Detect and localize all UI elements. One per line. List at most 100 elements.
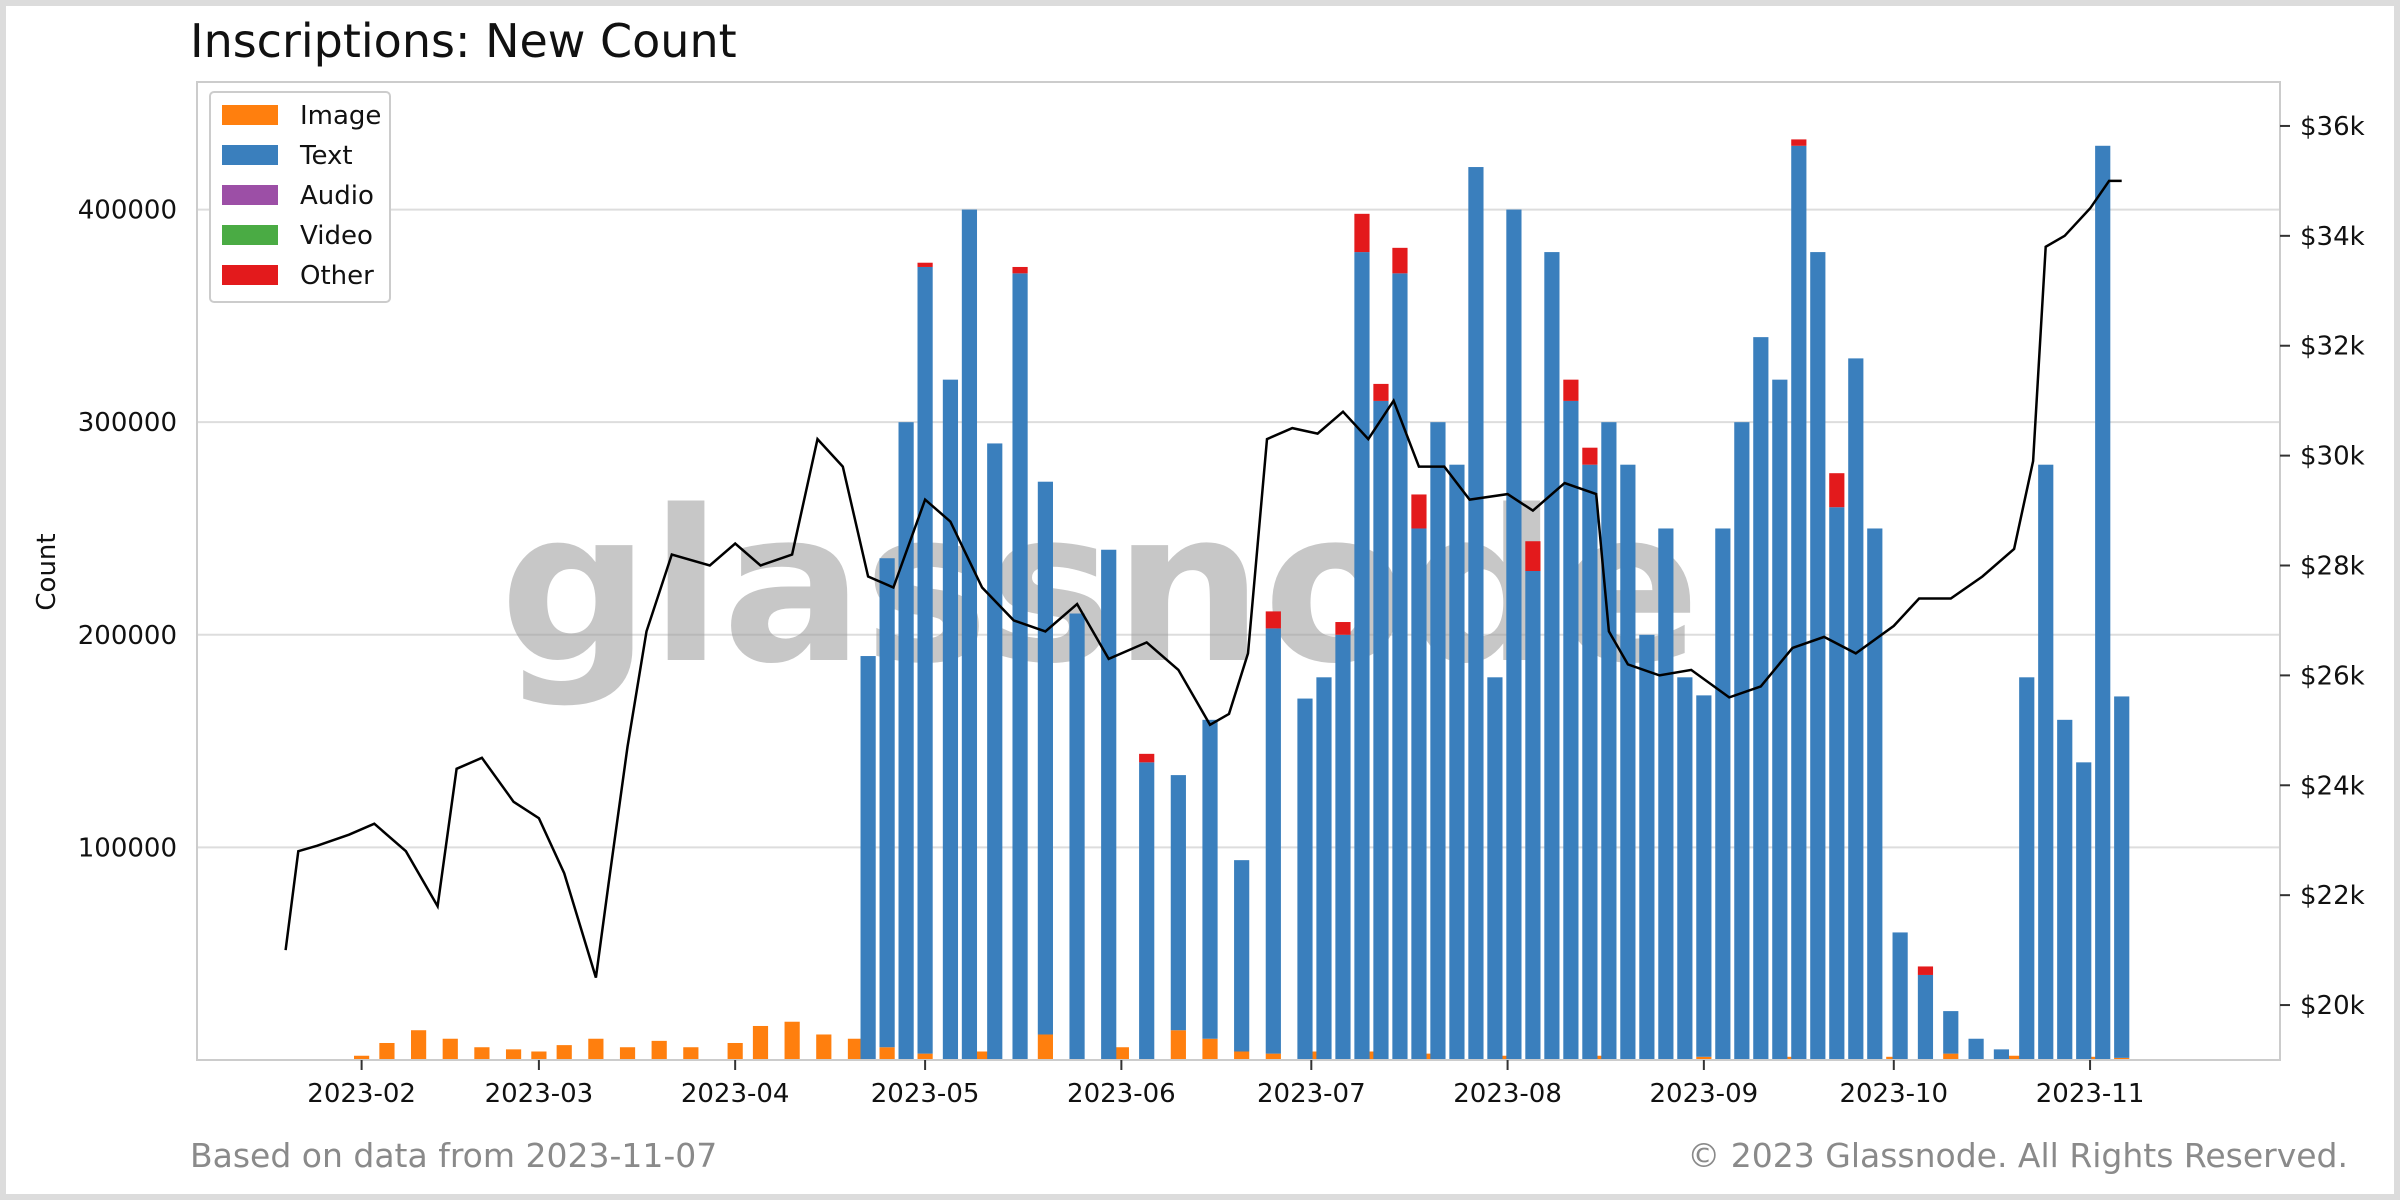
- bar-text: [1392, 273, 1408, 1060]
- bar-text: [1734, 422, 1750, 1060]
- bar-image: [2114, 1057, 2130, 1060]
- bar-text: [1791, 145, 1807, 1061]
- bar-text: [2076, 762, 2092, 1060]
- bar-other: [1139, 753, 1155, 763]
- legend-swatch-other: [222, 265, 278, 285]
- bar-other: [1392, 247, 1408, 274]
- footer-copyright: © 2023 Glassnode. All Rights Reserved.: [1687, 1136, 2348, 1175]
- y2-tick-label: $30k: [2300, 442, 2365, 472]
- y2-axis: $20k $22k $24k $26k $28k $30k $32k $34k $36k: [2280, 112, 2365, 1021]
- bar-text: [1810, 252, 1826, 1060]
- x-tick-label: 2023-11: [2036, 1079, 2145, 1109]
- bar-image: [974, 1051, 990, 1060]
- bar-text: [917, 266, 933, 1054]
- bar-text: [1202, 719, 1218, 1039]
- bar-image: [1234, 1051, 1250, 1060]
- bar-text: [1753, 337, 1769, 1060]
- bar-text: [2038, 464, 2054, 1060]
- bar-image: [1696, 1056, 1712, 1060]
- bar-text: [1234, 860, 1250, 1052]
- bar-text: [1012, 273, 1028, 1060]
- bar-image: [531, 1051, 547, 1060]
- legend-swatch-text: [222, 145, 278, 165]
- bar-image: [410, 1030, 427, 1060]
- bar-text: [1170, 775, 1186, 1031]
- y2-tick-label: $22k: [2300, 881, 2365, 911]
- y2-tick-label: $32k: [2300, 332, 2365, 362]
- bar-text: [1411, 528, 1427, 1060]
- bar-text: [1373, 400, 1389, 1060]
- watermark: glassnode: [500, 465, 1701, 710]
- bar-image: [917, 1053, 933, 1060]
- bar-text: [1468, 167, 1484, 1061]
- bar-text: [1335, 634, 1351, 1060]
- x-tick-label: 2023-07: [1257, 1079, 1366, 1109]
- bar-text: [1715, 528, 1731, 1060]
- bar-text: [879, 558, 895, 1048]
- legend: Image Text Audio Video Other: [209, 91, 391, 303]
- bar-image: [474, 1047, 490, 1060]
- bar-image: [727, 1042, 743, 1060]
- bar-text: [1544, 252, 1560, 1060]
- bar-text: [1620, 464, 1636, 1060]
- bar-text: [1772, 379, 1788, 1060]
- y-tick-label: 100000: [78, 833, 177, 863]
- bar-text: [987, 443, 1003, 1060]
- legend-swatch-audio: [222, 185, 278, 205]
- bar-text: [1917, 974, 1934, 1060]
- bar-image: [2006, 1055, 2022, 1060]
- bar-image: [879, 1047, 895, 1060]
- y2-tick-label: $34k: [2300, 222, 2365, 252]
- legend-label-other: Other: [300, 261, 374, 291]
- bar-image: [1943, 1053, 1959, 1060]
- bar-image: [505, 1049, 522, 1060]
- bar-text: [2019, 677, 2035, 1060]
- legend-label-image: Image: [300, 101, 381, 131]
- bar-text: [1506, 209, 1522, 1061]
- bar-text: [1265, 628, 1281, 1054]
- bar-text: [1101, 549, 1117, 1060]
- y-axis-label: Count: [32, 533, 62, 610]
- bar-text: [1449, 464, 1465, 1060]
- x-tick-label: 2023-09: [1650, 1079, 1759, 1109]
- y-tick-label: 200000: [78, 621, 177, 651]
- bar-other: [1354, 213, 1370, 253]
- bar-text: [1639, 634, 1655, 1060]
- x-tick-label: 2023-08: [1453, 1079, 1562, 1109]
- bar-text: [1297, 698, 1313, 1060]
- bar-text: [1354, 252, 1370, 1060]
- bar-image: [651, 1040, 667, 1060]
- plot-area-border: [196, 81, 2281, 1061]
- bar-text: [2057, 719, 2073, 1060]
- bar-text: [1677, 677, 1693, 1060]
- x-tick-label: 2023-10: [1839, 1079, 1948, 1109]
- footer-data-date: Based on data from 2023-11-07: [190, 1136, 718, 1175]
- bar-text: [898, 422, 914, 1060]
- y2-tick-label: $24k: [2300, 771, 2365, 801]
- bar-other: [1829, 473, 1845, 508]
- bar-text: [1563, 400, 1579, 1060]
- bar-text: [1487, 677, 1503, 1060]
- price-line-group: [284, 179, 2122, 978]
- bar-image: [1202, 1038, 1218, 1060]
- y-axis: 100000 200000 300000 400000: [78, 196, 177, 864]
- bar-image: [556, 1045, 572, 1060]
- y-tick-label: 400000: [78, 196, 177, 226]
- bar-text: [1867, 528, 1883, 1060]
- x-tick-label: 2023-03: [485, 1079, 594, 1109]
- bar-text: [1037, 481, 1053, 1035]
- bar-image: [619, 1047, 636, 1060]
- bar-other: [1917, 966, 1934, 975]
- bar-text: [1139, 762, 1155, 1060]
- legend-label-text: Text: [299, 141, 353, 171]
- legend-label-video: Video: [300, 221, 373, 251]
- bar-text: [1993, 1049, 2010, 1060]
- bar-text: [1658, 528, 1674, 1060]
- legend-box: [209, 91, 391, 303]
- bar-text: [942, 379, 959, 1060]
- bar-image: [1265, 1053, 1281, 1060]
- bar-text: [2095, 145, 2111, 1061]
- bar-image: [752, 1025, 769, 1060]
- y2-tick-label: $28k: [2300, 552, 2365, 582]
